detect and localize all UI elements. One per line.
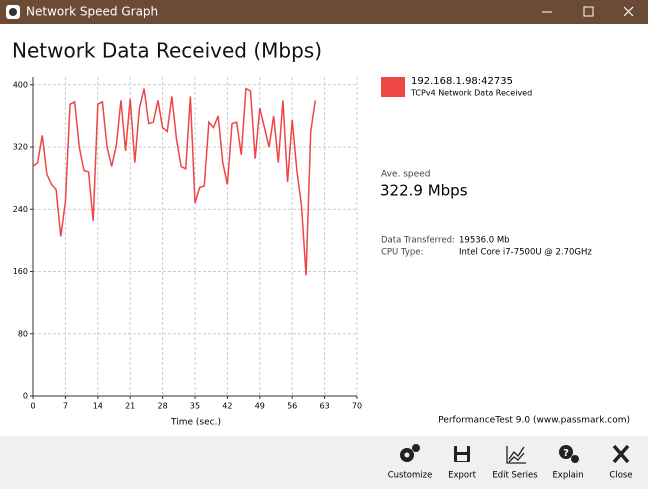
y-tick-label: 0 (23, 392, 28, 401)
row-value: 19536.0 Mb (459, 236, 510, 246)
x-tick-label: 0 (30, 402, 35, 411)
x-axis-label: Time (sec.) (170, 418, 221, 428)
x-tick-label: 63 (320, 402, 330, 411)
y-tick-label: 320 (13, 143, 28, 152)
y-tick-label: 400 (13, 80, 28, 89)
series-desc: TCPv4 Network Data Received (410, 89, 532, 98)
legend-label: 192.168.1.98:42735 (411, 76, 513, 87)
x-tick-label: 42 (222, 402, 232, 411)
x-tick-label: 7 (63, 402, 68, 411)
chart-title: Network Data Received (Mbps) (12, 39, 322, 63)
customize-icon (400, 444, 420, 462)
ave-value: 322.9 Mbps (380, 182, 468, 200)
data-line (32, 87, 317, 276)
toolbar-label: Close (609, 471, 632, 481)
ave-label: Ave. speed (381, 170, 430, 180)
export-icon (454, 446, 470, 462)
toolbar-label: Customize (388, 471, 433, 481)
y-tick-label: 160 (13, 267, 28, 276)
x-tick-label: 49 (255, 402, 265, 411)
y-tick-label: 80 (18, 329, 28, 338)
toolbar (0, 436, 648, 489)
window-title: Network Speed Graph (26, 5, 158, 19)
footer: PerformanceTest 9.0 (www.passmark.com) (438, 416, 630, 426)
row-label: CPU Type: (381, 248, 423, 258)
toolbar-label: Explain (552, 471, 583, 481)
svg-text:?: ? (563, 448, 569, 459)
explain-icon: ? (559, 445, 579, 463)
x-tick-label: 21 (125, 402, 135, 411)
legend-swatch (381, 77, 405, 97)
x-tick-label: 28 (158, 402, 168, 411)
maximize-button[interactable] (583, 6, 594, 17)
y-tick-label: 240 (13, 205, 28, 214)
row-label: Data Transferred: (381, 236, 455, 246)
x-tick-label: 14 (93, 402, 103, 411)
row-value: Intel Core i7-7500U @ 2.70GHz (459, 248, 592, 258)
edit-series-icon (506, 446, 526, 464)
x-tick-label: 35 (190, 402, 200, 411)
toolbar-label: Edit Series (492, 471, 538, 481)
x-tick-label: 70 (352, 402, 362, 411)
close-icon (612, 444, 630, 464)
close-window-button[interactable] (623, 6, 634, 17)
toolbar-label: Export (448, 471, 476, 481)
app-icon-dot (9, 8, 17, 16)
title-bar (0, 0, 648, 24)
x-tick-label: 56 (287, 402, 297, 411)
